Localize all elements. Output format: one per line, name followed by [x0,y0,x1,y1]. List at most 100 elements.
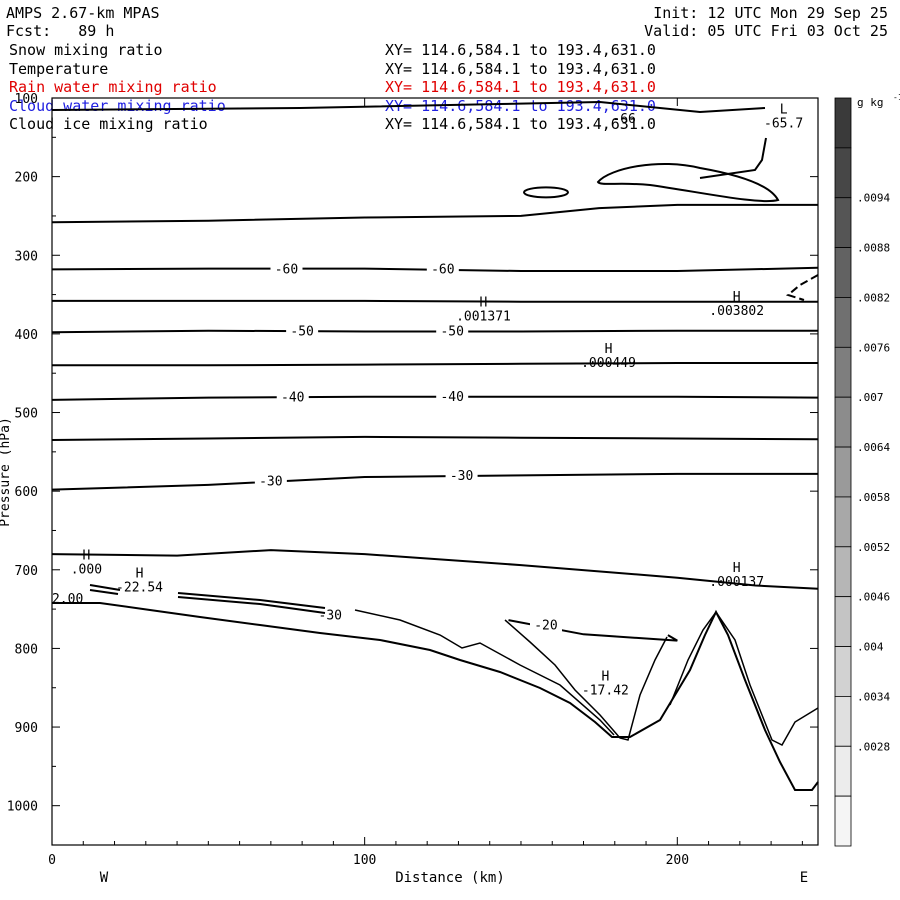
y-tick-label: 700 [15,564,38,579]
extremum-label: -30 [319,608,342,623]
isotherm-label: -30 [259,475,282,490]
field-xy-range: XY= 114.6,584.1 to 193.4,631.0 [385,115,656,133]
isotherm-label-bg [436,387,469,404]
colorbar-swatch [834,546,852,598]
contour-line [51,100,766,114]
extremum-value: -22.54 [116,581,163,596]
colorbar-tick-label: .004 [857,641,884,654]
colorbar-tick-label: .007 [857,391,884,404]
extremum-label: -66 [612,112,635,127]
mixing-ratio-contour [669,610,819,746]
isotherm-label-bg [445,467,478,484]
forecast-hour: Fcst: 89 h [6,22,115,40]
extremum-value: .000449 [581,356,636,371]
closed-contour [522,186,569,199]
x-tick-label: 0 [48,853,56,868]
colorbar-tick-label: .0028 [857,740,890,753]
field-name: Snow mixing ratio [9,41,163,59]
colorbar-swatch [834,346,852,398]
isotherm-label: -50 [440,325,463,340]
isotherm-label: -40 [440,390,463,405]
extremum-label: H [733,561,741,576]
isotherm-label-bg [270,260,303,277]
colorbar-swatch [834,446,852,498]
colorbar-swatch [834,696,852,747]
field-name: Rain water mixing ratio [9,78,217,96]
isotherm-line [51,329,818,334]
colorbar-swatch [834,396,852,448]
colorbar-swatch [834,795,852,847]
colorbar-swatch [834,147,852,199]
isotherm-label: -20 [534,619,557,634]
contour-line [51,203,818,224]
isotherm-label-bg [254,472,287,489]
isotherm-label-bg [426,260,459,277]
isotherm-label-bg [436,322,469,339]
isotherm-label: -40 [281,391,304,406]
contour-line [52,299,818,303]
mixing-ratio-contour [354,609,615,736]
colorbar-swatch [834,297,852,348]
colorbar-swatch [834,97,852,149]
field-name: Cloud ice mixing ratio [9,115,208,133]
isotherm-label-bg [529,616,562,633]
contour-layer: -60 -60 -50 -50 -40 -40 -30 -30 -20 [51,100,819,642]
colorbar-unit-exponent: -1 [893,93,900,102]
extremum-label: L [780,103,788,118]
extremum-label: H [733,290,741,305]
y-tick-label: 500 [15,407,38,422]
y-tick-label: 900 [15,721,38,736]
isotherm-label: -60 [275,262,298,277]
west-label: W [100,870,109,886]
extremum-label: H [480,295,488,310]
plot-frame [51,97,819,846]
x-tick-label: 200 [666,853,689,868]
contour-line [699,137,767,179]
y-tick-label: 800 [15,642,38,657]
x-tick-label: 100 [353,853,376,868]
y-tick-label: 1000 [7,800,38,815]
model-title: AMPS 2.67-km MPAS [6,4,160,22]
field-xy-range: XY= 114.6,584.1 to 193.4,631.0 [385,78,656,96]
terrain-layer [52,584,819,791]
extremum-value: .000137 [709,575,764,590]
init-time: Init: 12 UTC Mon 29 Sep 25 [653,4,888,22]
y-tick-label: 300 [15,249,38,264]
isotherm-label-bg [276,388,309,405]
x-axis-title: Distance (km) [395,870,505,886]
colorbar-swatch [834,646,852,697]
y-tick-label: 400 [15,328,38,343]
colorbar-unit: g kg [857,96,884,109]
colorbar-swatch [834,247,852,298]
y-tick-label: 600 [15,485,38,500]
colorbar-tick-label: .0094 [857,192,890,205]
extremum-value: -65.7 [764,117,803,132]
colorbar: .0094 .0088 .0082 .0076 .007 .0064 .0058 .0052.… [834,93,900,847]
mixing-ratio-contour [504,619,668,741]
colorbar-swatch [834,596,852,647]
contour-line [51,435,819,441]
colorbar-tick-label: .0064 [857,441,890,454]
contour-line [51,549,819,590]
colorbar-tick-label: .0088 [857,242,890,255]
extremum-label: H [82,549,90,564]
isotherm-line [51,472,818,491]
field-xy-range: XY= 114.6,584.1 to 193.4,631.0 [385,41,656,59]
colorbar-swatch [834,745,852,797]
y-axis-title: Pressure (hPa) [0,417,13,527]
contour-line [52,362,818,367]
colorbar-tick-label: .0058 [857,491,890,504]
extremum-value: .000 [71,563,102,578]
isotherm-label: -60 [431,262,454,277]
mixing-ratio-contour [89,584,326,614]
contour-line [785,274,819,301]
isotherm-label: -30 [450,469,473,484]
y-tick-label: 100 [15,92,38,107]
terrain-surface [52,602,819,791]
isotherm-label-bg [286,322,319,339]
colorbar-swatch [834,496,852,548]
field-xy-range: XY= 114.6,584.1 to 193.4,631.0 [385,59,656,78]
extremum-value: -17.42 [582,684,629,699]
